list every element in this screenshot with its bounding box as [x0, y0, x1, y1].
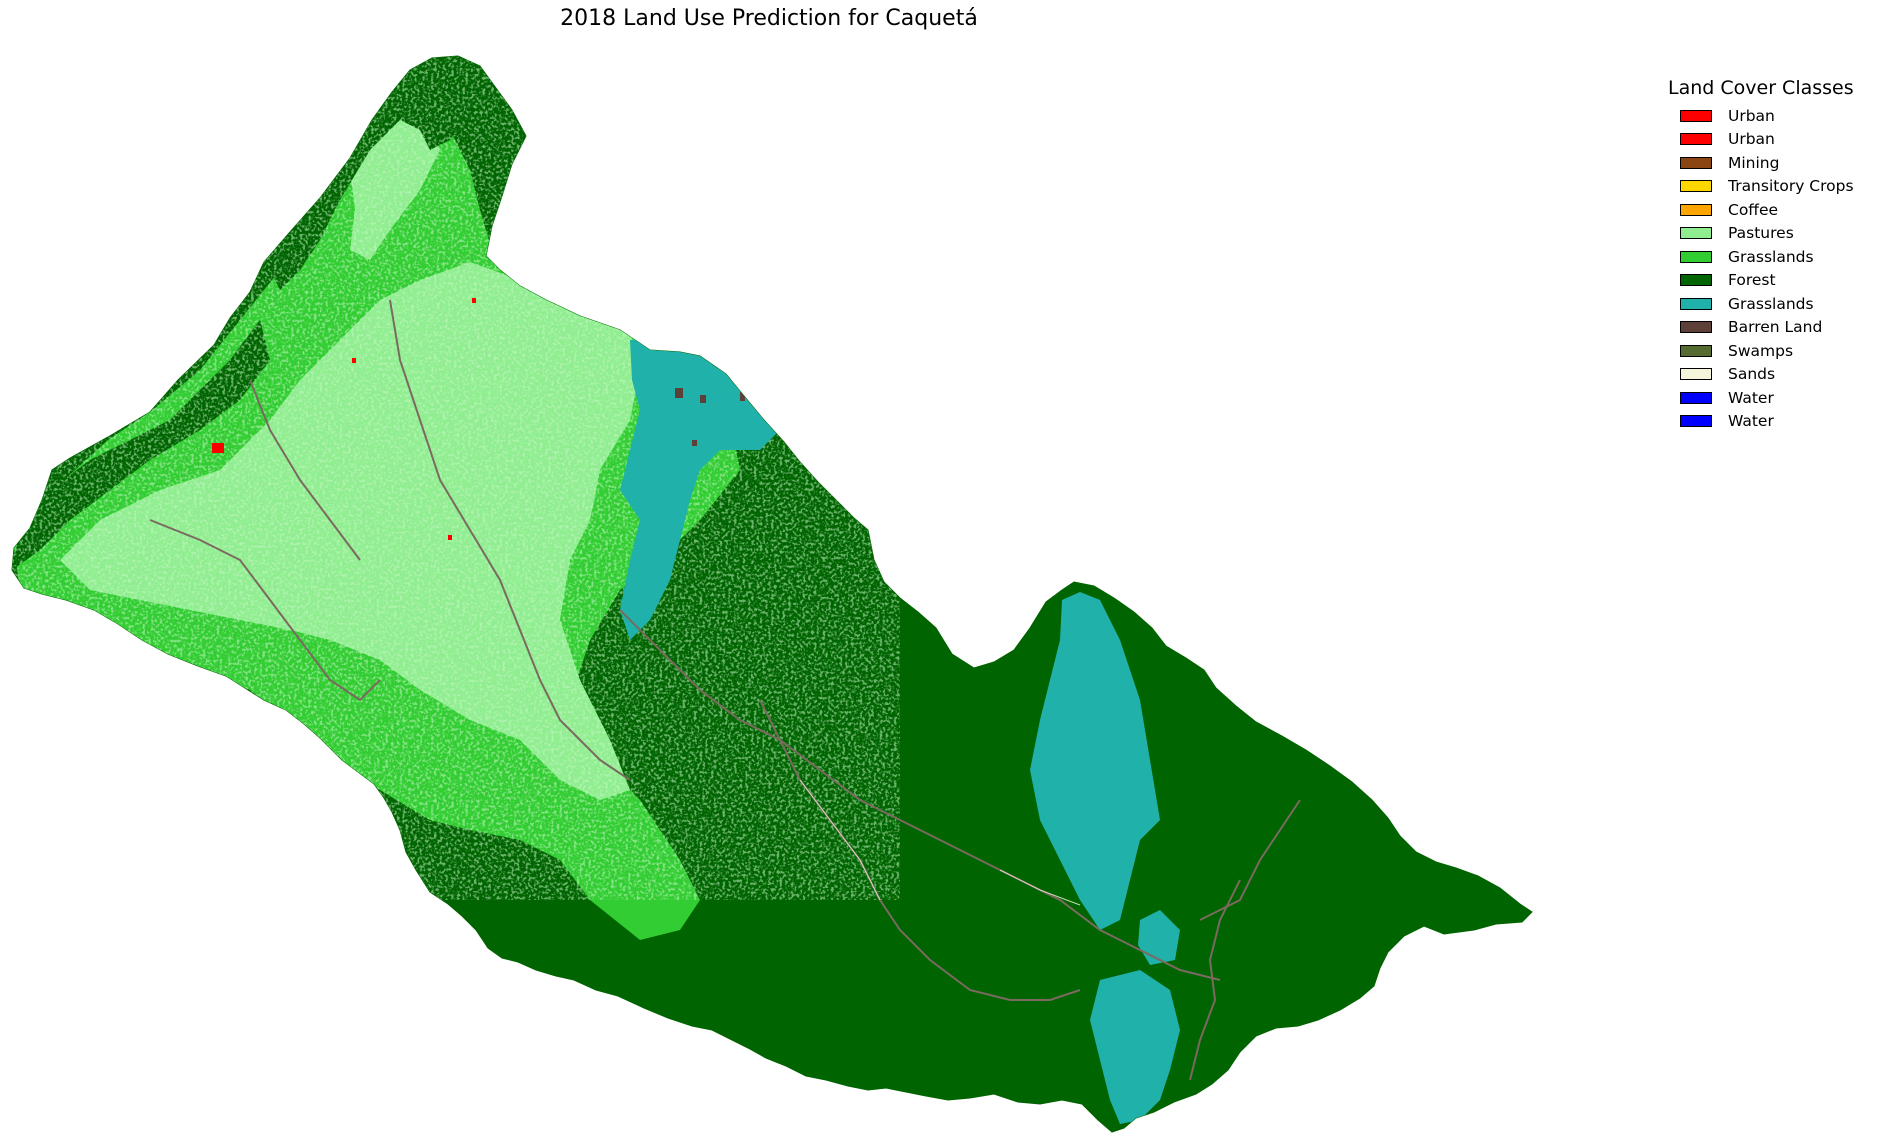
pastures-texture — [12, 56, 900, 900]
river-network — [149, 299, 1301, 1081]
legend-swatch — [1680, 180, 1712, 193]
legend-swatch — [1680, 344, 1712, 357]
legend-label: Water — [1728, 412, 1774, 431]
legend-label: Coffee — [1728, 200, 1779, 219]
barren-land-patches — [675, 388, 745, 446]
sand-streaks — [799, 779, 1081, 906]
legend-swatch — [1680, 321, 1712, 334]
legend-label: Sands — [1728, 365, 1776, 384]
legend-label: Grasslands — [1728, 294, 1814, 313]
legend-item: Transitory Crops — [1668, 175, 1892, 199]
legend-title: Land Cover Classes — [1668, 77, 1854, 99]
legend-swatch — [1680, 368, 1712, 381]
legend-item: Grasslands — [1668, 292, 1892, 316]
legend-label: Forest — [1728, 271, 1776, 290]
legend-swatch — [1680, 250, 1712, 263]
teal-grasslands-southeast — [1090, 970, 1180, 1124]
teal-grasslands-north — [620, 340, 780, 640]
legend-swatch — [1680, 297, 1712, 310]
legend-item: Water — [1668, 410, 1892, 434]
legend-item: Swamps — [1668, 339, 1892, 363]
legend-swatch — [1680, 227, 1712, 240]
legend-label: Grasslands — [1728, 247, 1814, 266]
legend-label: Urban — [1728, 106, 1775, 125]
legend-item: Mining — [1668, 151, 1892, 175]
map-title: 2018 Land Use Prediction for Caquetá — [560, 6, 978, 31]
legend: Land Cover Classes Urban Urban Mining Trans… — [1668, 77, 1892, 433]
teal-grasslands-east — [1030, 592, 1160, 930]
legend-label: Mining — [1728, 153, 1780, 172]
legend-label: Transitory Crops — [1728, 177, 1854, 196]
legend-item: Forest — [1668, 269, 1892, 293]
legend-swatch — [1680, 391, 1712, 404]
legend-items: Urban Urban Mining Transitory Crops Coffee Pa… — [1668, 104, 1892, 433]
legend-swatch — [1680, 133, 1712, 146]
legend-item: Barren Land — [1668, 316, 1892, 340]
legend-item: Urban — [1668, 104, 1892, 128]
legend-label: Barren Land — [1728, 318, 1823, 337]
legend-label: Urban — [1728, 130, 1775, 149]
legend-label: Water — [1728, 388, 1774, 407]
legend-swatch — [1680, 203, 1712, 216]
urban-patches — [212, 298, 476, 540]
legend-swatch — [1680, 415, 1712, 428]
legend-item: Pastures — [1668, 222, 1892, 246]
legend-swatch — [1680, 274, 1712, 287]
legend-item: Grasslands — [1668, 245, 1892, 269]
teal-grasslands-mid — [1138, 910, 1180, 965]
legend-item: Sands — [1668, 363, 1892, 387]
legend-item: Urban — [1668, 128, 1892, 152]
legend-label: Pastures — [1728, 224, 1794, 243]
legend-label: Swamps — [1728, 341, 1794, 360]
legend-swatch — [1680, 109, 1712, 122]
legend-item: Coffee — [1668, 198, 1892, 222]
legend-item: Water — [1668, 386, 1892, 410]
legend-swatch — [1680, 156, 1712, 169]
